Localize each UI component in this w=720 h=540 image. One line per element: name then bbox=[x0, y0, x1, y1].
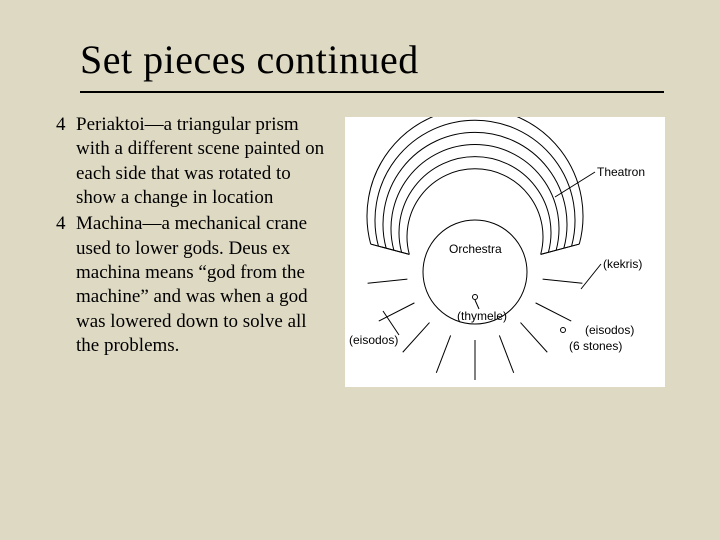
diagram-column: Theatron Orchestra (kekris) (thymele) (e… bbox=[336, 113, 674, 387]
bullet-list: Periaktoi—a triangular prism with a diff… bbox=[56, 113, 328, 358]
label-kekris: (kekris) bbox=[603, 257, 642, 271]
label-theatron: Theatron bbox=[597, 165, 645, 179]
title-row: Set pieces continued bbox=[80, 36, 664, 93]
label-six-stones: (6 stones) bbox=[569, 339, 622, 353]
list-item: Machina—a mechanical crane used to lower… bbox=[56, 212, 328, 358]
label-eisodos-right: (eisodos) bbox=[585, 323, 634, 337]
list-item: Periaktoi—a triangular prism with a diff… bbox=[56, 113, 328, 210]
label-eisodos-left: (eisodos) bbox=[349, 333, 398, 347]
body-row: Periaktoi—a triangular prism with a diff… bbox=[56, 113, 674, 387]
page-title: Set pieces continued bbox=[80, 36, 664, 83]
label-thymele: (thymele) bbox=[457, 309, 507, 323]
text-column: Periaktoi—a triangular prism with a diff… bbox=[56, 113, 328, 360]
slide: Set pieces continued Periaktoi—a triangu… bbox=[0, 0, 720, 540]
label-orchestra: Orchestra bbox=[449, 242, 502, 256]
theatre-diagram: Theatron Orchestra (kekris) (thymele) (e… bbox=[345, 117, 665, 387]
